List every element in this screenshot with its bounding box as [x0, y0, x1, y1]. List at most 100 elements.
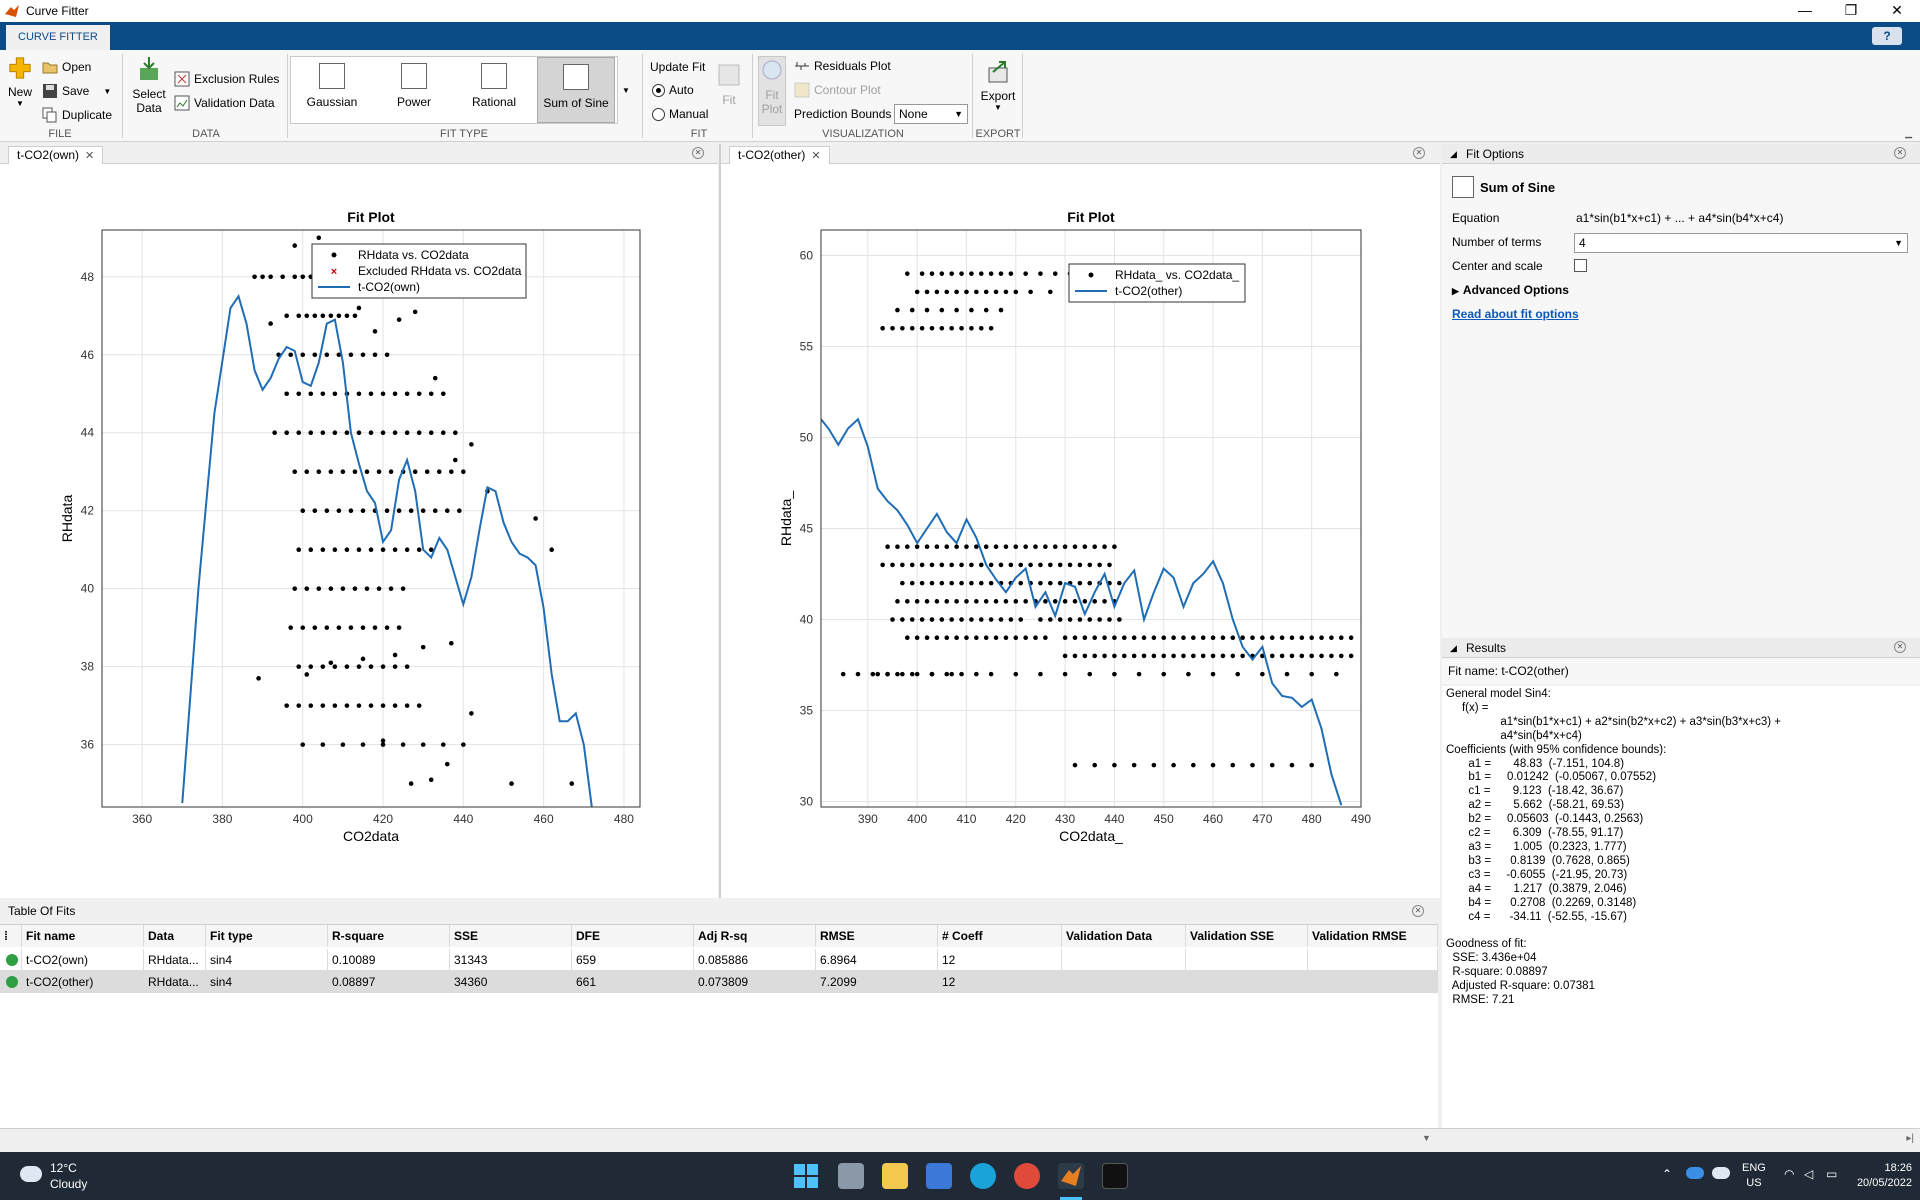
fit-type-sum-of-sine[interactable]: Sum of Sine — [537, 57, 615, 123]
column-header-coeff[interactable]: # Coeff — [938, 925, 1062, 947]
windows-start-icon[interactable] — [793, 1163, 819, 1189]
show-hidden-icons-icon[interactable]: ⌃ — [1662, 1167, 1673, 1181]
collapse-ribbon-icon[interactable]: ▁ — [1905, 128, 1912, 138]
data-point — [1171, 653, 1176, 659]
exclusion-rules-button[interactable]: Exclusion Rules — [174, 71, 279, 87]
manual-radio[interactable]: Manual — [652, 107, 708, 121]
column-header-validation-sse[interactable]: Validation SSE — [1186, 925, 1308, 947]
microsoft-store-icon[interactable] — [926, 1163, 952, 1189]
close-window-button[interactable]: ✕ — [1891, 2, 1903, 18]
gallery-expand-icon[interactable]: ▼ — [622, 86, 630, 95]
column-header-rmse[interactable]: RMSE — [816, 925, 938, 947]
tab-curve-fitter[interactable]: CURVE FITTER — [6, 25, 110, 50]
data-point — [1087, 617, 1093, 622]
auto-radio[interactable]: Auto — [652, 83, 694, 97]
wifi-icon[interactable]: ◠ — [1784, 1167, 1795, 1181]
tab-t-co2-other[interactable]: t-CO2(other) ✕ — [729, 146, 830, 164]
resize-grip-icon[interactable]: ▼ — [1422, 1133, 1431, 1143]
tab-t-co2-own[interactable]: t-CO2(own) ✕ — [8, 146, 104, 164]
close-panel-icon[interactable]: ✕ — [1894, 641, 1906, 653]
fit-button[interactable]: Fit — [716, 62, 742, 107]
matlab-taskbar-icon[interactable] — [1058, 1163, 1084, 1189]
column-header-fit-type[interactable]: Fit type — [206, 925, 328, 947]
duplicate-button[interactable]: Duplicate — [42, 107, 112, 123]
new-button[interactable]: New ▼ — [6, 56, 34, 108]
select-data-label-2: Data — [136, 101, 162, 115]
save-button[interactable]: Save ▼ — [42, 83, 111, 99]
open-button[interactable]: Open — [42, 59, 91, 75]
fit-type-power[interactable]: Power — [375, 57, 453, 123]
maximize-button[interactable]: ❐ — [1844, 2, 1858, 18]
chevron-down-icon: ▼ — [1894, 238, 1903, 248]
speaker-icon[interactable]: ◁ — [1804, 1167, 1814, 1181]
clock[interactable]: 18:26 20/05/2022 — [1840, 1161, 1912, 1191]
x-axis-label: CO2data — [343, 828, 399, 844]
select-data-button[interactable]: Select Data — [128, 56, 170, 115]
column-grip[interactable]: ⁞ — [0, 925, 22, 947]
export-button[interactable]: Export ▼ — [978, 58, 1018, 112]
data-point — [312, 313, 318, 319]
column-header-sse[interactable]: SSE — [450, 925, 572, 947]
weather-widget[interactable]: 12°C Cloudy — [50, 1160, 87, 1192]
data-point — [1348, 653, 1354, 659]
close-panel-icon[interactable]: ✕ — [1412, 905, 1424, 917]
column-header-dfe[interactable]: DFE — [572, 925, 694, 947]
column-header-fit-name[interactable]: Fit name — [22, 925, 144, 947]
table-row-selected[interactable]: t-CO2(other) RHdata... sin4 0.08897 3436… — [0, 971, 1438, 993]
data-point — [320, 742, 326, 747]
results-fit-name: Fit name: t-CO2(other) — [1442, 658, 1920, 684]
contour-plot-button[interactable]: Contour Plot — [794, 82, 881, 98]
column-header-validation-data[interactable]: Validation Data — [1062, 925, 1186, 947]
data-point — [1028, 289, 1033, 295]
validation-data-button[interactable]: Validation Data — [174, 95, 275, 111]
prediction-bounds-select[interactable]: None ▼ — [894, 104, 968, 124]
advanced-options-toggle[interactable]: ▶ Advanced Options — [1452, 283, 1569, 297]
results-header[interactable]: ◢ Results ✕ — [1442, 638, 1920, 658]
minimize-button[interactable]: — — [1798, 2, 1812, 18]
data-point — [1067, 617, 1073, 622]
fit-type-rational[interactable]: Rational — [455, 57, 533, 123]
x-tick-label: 410 — [956, 812, 976, 826]
help-button[interactable]: ? — [1872, 27, 1902, 45]
data-point — [1023, 544, 1028, 550]
legend-point-marker — [331, 252, 337, 258]
data-point — [392, 547, 398, 552]
read-about-fit-options-link[interactable]: Read about fit options — [1452, 307, 1579, 321]
fit-type-sum-of-sine-label: Sum of Sine — [543, 96, 609, 110]
dock-icon[interactable]: ▸| — [1906, 1133, 1914, 1144]
data-point — [959, 562, 964, 568]
file-explorer-icon[interactable] — [882, 1163, 908, 1189]
close-icon[interactable]: ✕ — [811, 150, 821, 162]
table-row[interactable]: t-CO2(own) RHdata... sin4 0.10089 31343 … — [0, 949, 1438, 971]
close-panel-icon[interactable]: ✕ — [692, 147, 704, 159]
chrome-browser-icon[interactable] — [1014, 1163, 1040, 1189]
residuals-plot-button[interactable]: Residuals Plot — [794, 58, 891, 74]
fit-plot-toggle[interactable]: Fit Plot — [758, 56, 786, 126]
splitter[interactable] — [719, 144, 721, 898]
data-point — [1077, 580, 1083, 586]
edge-browser-icon[interactable] — [970, 1163, 996, 1189]
onedrive-icon[interactable] — [1686, 1167, 1704, 1179]
battery-icon[interactable]: ▭ — [1826, 1167, 1838, 1181]
close-panel-icon[interactable]: ✕ — [1894, 147, 1906, 159]
cloud-sync-icon[interactable] — [1712, 1167, 1730, 1179]
data-point — [1191, 653, 1196, 659]
number-of-terms-select[interactable]: 4 ▼ — [1574, 233, 1908, 253]
fit-options-header[interactable]: ◢ Fit Options ✕ — [1442, 144, 1920, 164]
data-point — [1210, 635, 1216, 641]
language-indicator[interactable]: ENG US — [1742, 1161, 1766, 1191]
fit-type-gaussian[interactable]: Gaussian — [293, 57, 371, 123]
close-panel-icon[interactable]: ✕ — [1413, 147, 1425, 159]
data-point — [340, 586, 346, 591]
chevron-down-icon[interactable]: ▼ — [103, 86, 112, 96]
close-icon[interactable]: ✕ — [85, 150, 95, 162]
y-tick-label: 38 — [81, 660, 95, 674]
task-view-icon[interactable] — [838, 1163, 864, 1189]
column-header-validation-rmse[interactable]: Validation RMSE — [1308, 925, 1438, 947]
x-tick-label: 480 — [614, 812, 634, 826]
center-scale-checkbox[interactable] — [1574, 259, 1587, 272]
column-header-adj-r-sq[interactable]: Adj R-sq — [694, 925, 816, 947]
column-header-r-square[interactable]: R-square — [328, 925, 450, 947]
epic-games-icon[interactable] — [1102, 1163, 1128, 1189]
column-header-data[interactable]: Data — [144, 925, 206, 947]
